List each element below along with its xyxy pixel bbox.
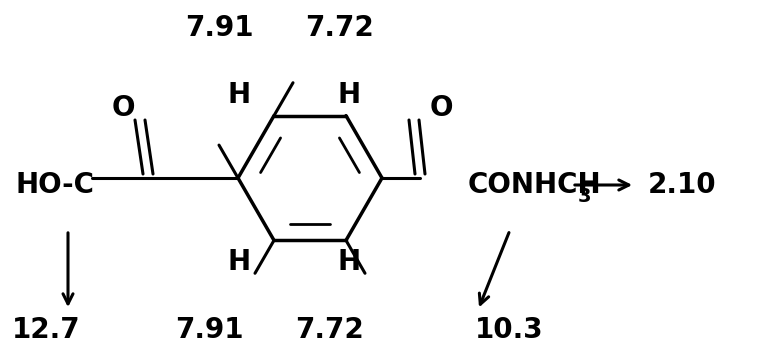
Text: 7.72: 7.72 xyxy=(305,14,374,42)
Text: 10.3: 10.3 xyxy=(475,316,544,344)
Text: CONHCH: CONHCH xyxy=(468,171,602,199)
Text: H: H xyxy=(338,248,361,276)
Text: O: O xyxy=(112,94,136,122)
Text: 7.91: 7.91 xyxy=(175,316,244,344)
Text: H: H xyxy=(338,81,361,109)
Text: 12.7: 12.7 xyxy=(12,316,81,344)
Text: HO-C: HO-C xyxy=(15,171,94,199)
Text: 3: 3 xyxy=(578,187,591,205)
Text: 7.91: 7.91 xyxy=(185,14,254,42)
Text: 2.10: 2.10 xyxy=(648,171,717,199)
Text: O: O xyxy=(430,94,453,122)
Text: 7.72: 7.72 xyxy=(295,316,364,344)
Text: H: H xyxy=(228,81,251,109)
Text: H: H xyxy=(228,248,251,276)
